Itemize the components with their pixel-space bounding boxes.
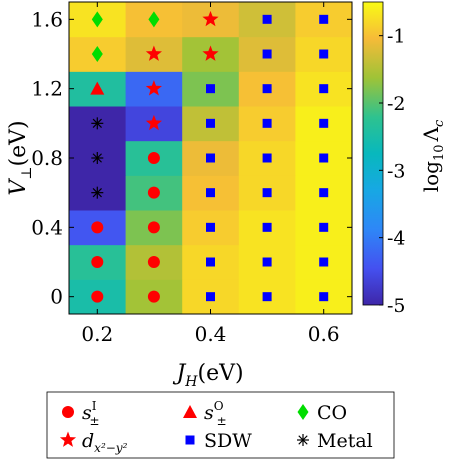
x-axis-ticks: 0.2 0.4 0.6	[81, 2, 340, 346]
y-tick-label: 0.4	[31, 215, 63, 239]
phase-marker-SDW	[206, 84, 215, 94]
colorbar-ticks: -1 -2 -3 -4 -5	[379, 26, 406, 317]
phase-marker-d_x2y2	[145, 80, 162, 96]
heatmap-cells	[69, 2, 353, 315]
phase-marker-SDW	[206, 153, 215, 163]
phase-marker-SDW	[262, 14, 272, 24]
phase-marker-SDW	[319, 153, 329, 163]
phase-marker-SDW	[206, 257, 215, 267]
legend-label-s_pm_I: sI ±	[82, 399, 100, 428]
phase-marker-s_pm_I	[91, 256, 104, 268]
x-tick-label: 0.6	[308, 322, 340, 346]
y-tick-label: 1.6	[31, 7, 63, 31]
phase-marker-SDW	[319, 292, 329, 302]
phase-marker-s_pm_I	[147, 221, 160, 234]
x-tick-label: 0.4	[195, 322, 227, 346]
phase-marker-SDW	[262, 292, 272, 302]
phase-marker-d_x2y2	[145, 45, 162, 61]
legend-label-SDW: SDW	[204, 430, 252, 452]
legend-label-s_pm_O: sO ±	[204, 399, 227, 428]
phase-marker-SDW	[262, 84, 272, 94]
phase-marker-SDW	[262, 153, 272, 163]
colorbar-tick-label: -1	[387, 26, 406, 48]
colorbar	[362, 1, 384, 306]
legend-marker-d_x2y2	[59, 431, 77, 447]
phase-marker-SDW	[319, 49, 329, 59]
x-tick-label: 0.2	[81, 322, 113, 346]
colorbar-tick-label: -4	[387, 228, 406, 250]
phase-marker-s_pm_I	[147, 290, 160, 303]
phase-marker-SDW	[319, 14, 329, 24]
phase-marker-SDW	[262, 257, 272, 267]
phase-marker-s_pm_O	[90, 81, 105, 95]
legend-marker-CO	[297, 404, 309, 420]
phase-marker-d_x2y2	[145, 114, 162, 131]
y-axis-ticks: 0 0.4 0.8 1.2 1.6	[31, 7, 352, 309]
phase-marker-s_pm_I	[147, 256, 160, 268]
colorbar-label: log10Λc	[419, 119, 447, 192]
phase-marker-s_pm_I	[147, 152, 160, 164]
y-axis-label: V⊥(eV)	[6, 120, 35, 195]
phase-marker-SDW	[319, 222, 329, 232]
phase-marker-Metal	[91, 186, 104, 199]
y-tick-label: 0.8	[31, 146, 63, 170]
phase-marker-SDW	[206, 118, 215, 128]
phase-marker-SDW	[319, 257, 329, 267]
colorbar-tick-label: -3	[387, 160, 406, 182]
phase-markers	[90, 10, 329, 303]
legend: sI ± sO ± CO dx²−y² SDW Metal	[59, 399, 373, 455]
phase-marker-CO	[148, 11, 160, 28]
phase-marker-Metal	[91, 117, 104, 130]
legend-label-d_x2y2: dx²−y²	[82, 430, 128, 455]
phase-marker-SDW	[262, 49, 272, 59]
phase-marker-d_x2y2	[202, 45, 219, 61]
legend-marker-s_pm_I	[62, 406, 74, 418]
phase-marker-d_x2y2	[202, 10, 219, 27]
phase-marker-SDW	[206, 188, 215, 198]
x-axis-label: JH(eV)	[172, 361, 243, 390]
legend-label-Metal: Metal	[317, 430, 373, 452]
legend-marker-s_pm_O	[183, 405, 197, 418]
phase-marker-Metal	[91, 152, 104, 164]
phase-marker-SDW	[319, 188, 329, 198]
phase-marker-SDW	[319, 118, 329, 128]
phase-marker-s_pm_I	[147, 186, 160, 199]
phase-marker-SDW	[206, 292, 215, 302]
colorbar-tick-label: -5	[387, 295, 406, 317]
colorbar-tick-label: -2	[387, 93, 406, 115]
phase-marker-SDW	[319, 84, 329, 94]
y-tick-label: 0	[50, 285, 63, 309]
legend-label-CO: CO	[317, 402, 347, 424]
phase-marker-SDW	[262, 118, 272, 128]
phase-marker-SDW	[262, 188, 272, 198]
legend-marker-Metal	[297, 434, 309, 446]
phase-marker-s_pm_I	[91, 221, 104, 234]
phase-marker-SDW	[206, 222, 215, 232]
legend-box	[46, 391, 395, 459]
phase-marker-s_pm_I	[91, 290, 104, 303]
phase-marker-CO	[91, 46, 103, 62]
y-tick-label: 1.2	[31, 77, 63, 101]
phase-marker-CO	[91, 11, 103, 28]
phase-marker-SDW	[262, 222, 272, 232]
legend-marker-SDW	[185, 435, 195, 445]
